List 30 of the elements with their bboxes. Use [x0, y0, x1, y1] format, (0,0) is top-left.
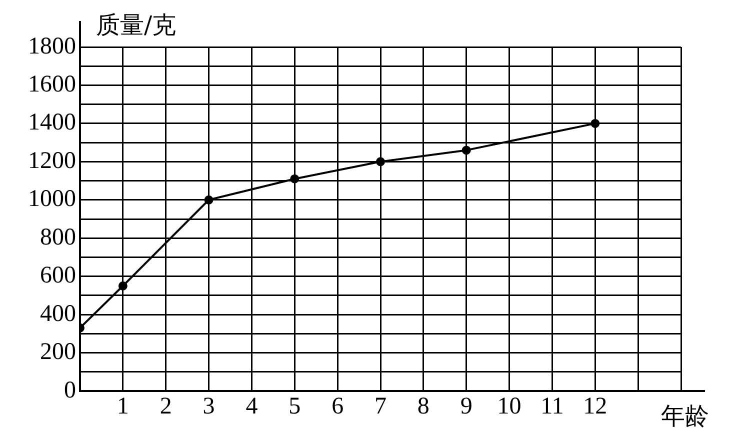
- x-axis-title: 年龄: [661, 402, 709, 430]
- x-tick-label: 8: [417, 394, 430, 420]
- point: [290, 174, 300, 184]
- x-tick-label: 12: [583, 394, 608, 420]
- point: [376, 157, 385, 166]
- x-tick-label: 4: [246, 394, 258, 420]
- point: [590, 118, 600, 128]
- x-tick-label: 7: [374, 394, 386, 420]
- x-tick-label: 10: [497, 394, 522, 420]
- y-tick-label: 800: [40, 224, 76, 250]
- y-tick-label: 200: [40, 339, 76, 366]
- y-tick-label: 600: [40, 262, 76, 289]
- y-tick-label: 1400: [28, 110, 76, 136]
- y-tick-label: 1800: [28, 33, 76, 60]
- x-tick-label: 1: [116, 394, 129, 420]
- y-tick-label: 1600: [28, 72, 76, 98]
- y-axis-title: 质量/克: [96, 11, 176, 39]
- y-tick-label: 0: [64, 377, 76, 404]
- x-tick-label: 5: [288, 394, 301, 420]
- y-tick-label: 400: [40, 300, 76, 327]
- point: [204, 195, 214, 204]
- x-tick-label: 11: [540, 394, 564, 420]
- x-tick-label: 3: [202, 394, 215, 420]
- point: [462, 146, 471, 155]
- x-tick-label: 2: [160, 394, 172, 420]
- point: [118, 281, 128, 290]
- y-tick-label: 1000: [28, 186, 76, 212]
- x-tick-label: 6: [332, 394, 344, 420]
- y-tick-label: 1200: [28, 148, 76, 174]
- x-tick-label: 9: [460, 394, 472, 420]
